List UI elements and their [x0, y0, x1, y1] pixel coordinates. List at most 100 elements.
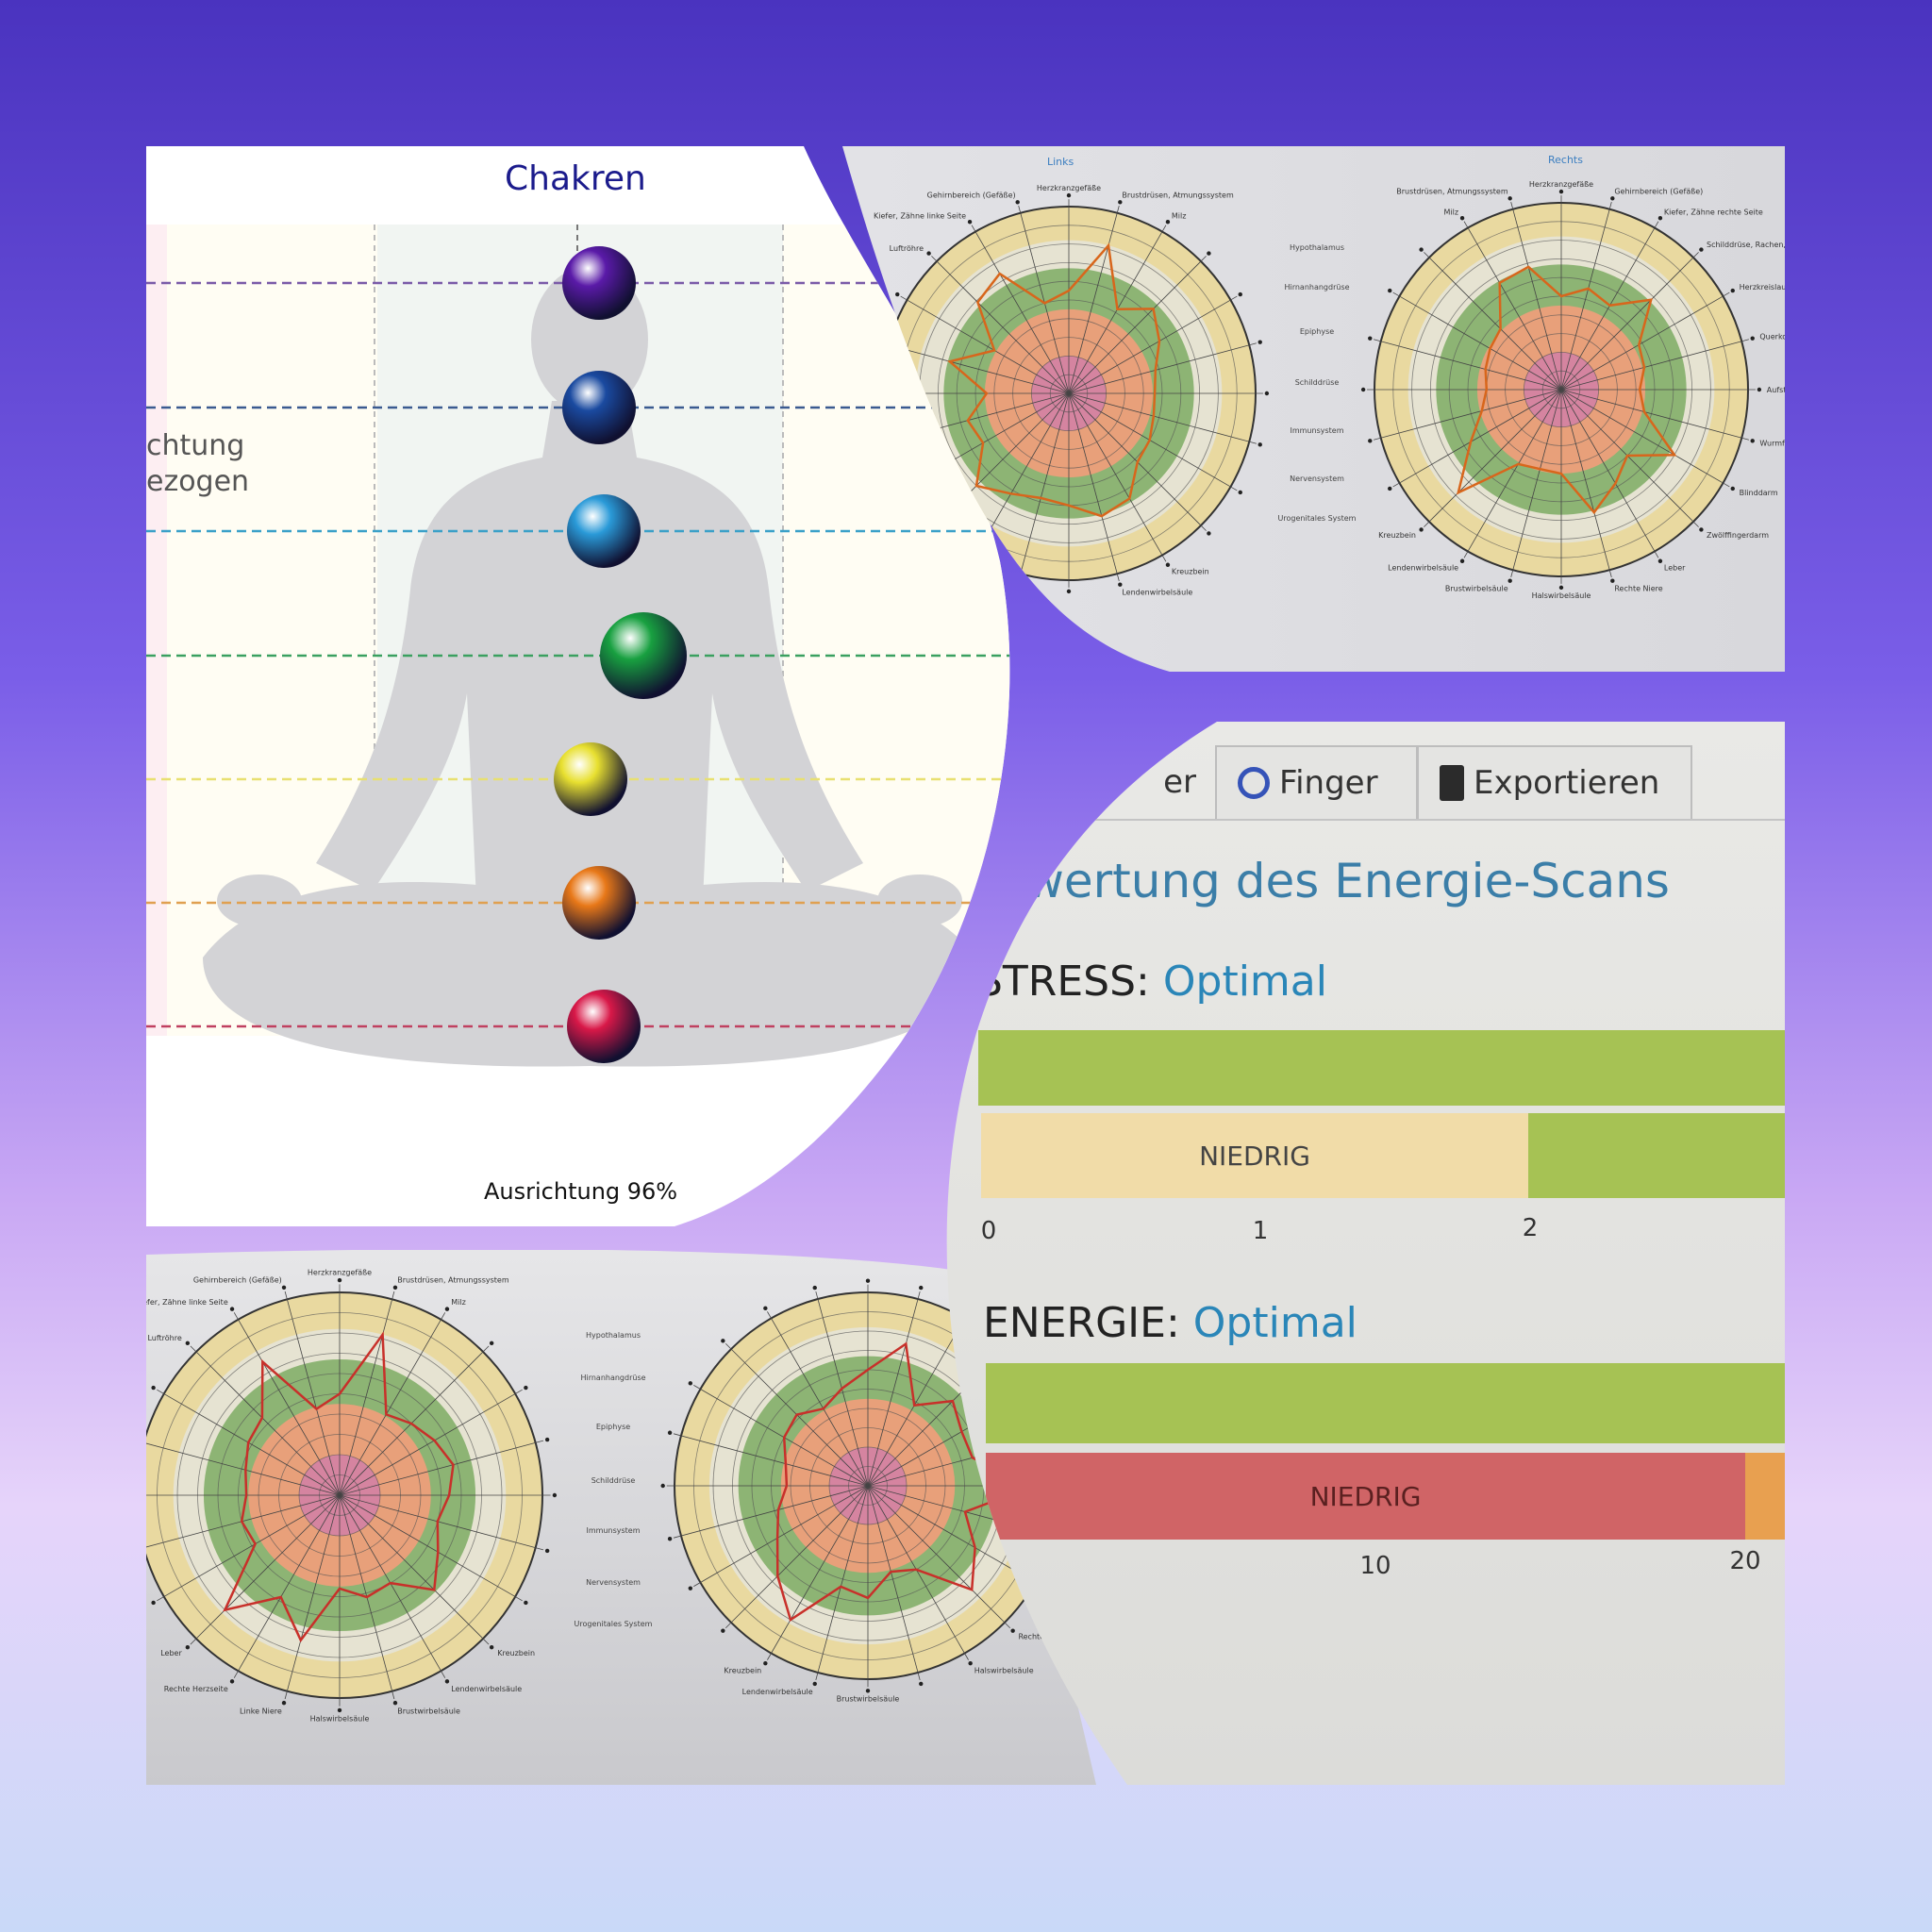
alignment-label: Ausrichtung 96% — [484, 1178, 678, 1205]
bottom-left-axis-dot — [490, 1341, 493, 1345]
stress-optimal-bar — [978, 1030, 1785, 1106]
stress-label: STRESS: — [976, 958, 1150, 1006]
chakra-sphere — [600, 612, 687, 699]
top-left-spoke — [901, 296, 1069, 393]
top-left-spoke — [1069, 256, 1207, 393]
bottom-left-spoke — [340, 1346, 489, 1495]
top-left-spoke — [931, 256, 1069, 393]
top-left-axis-dot — [895, 292, 899, 296]
bottom-left-axis-dot — [230, 1679, 234, 1683]
bottom-left-spoke — [191, 1346, 340, 1495]
bottom-left-axis-dot — [186, 1341, 190, 1345]
top-right-axis-dot — [1731, 289, 1735, 292]
tab-exportieren-label: Exportieren — [1474, 764, 1660, 802]
bottom-left-profile-line — [225, 1335, 453, 1641]
top-right-spoke — [1393, 292, 1561, 390]
top-organ-label: Urogenitales System — [1278, 514, 1357, 523]
bottom-left-axis-dot — [524, 1386, 527, 1390]
bottom-organ-label: Hirnanhangdrüse — [580, 1374, 645, 1382]
tab-finger[interactable]: Finger — [1215, 745, 1418, 819]
bottom-right-spoke — [816, 1486, 868, 1680]
bottom-left-axis-dot — [393, 1701, 397, 1705]
top-left-spoke — [972, 225, 1069, 393]
top-left-spoke — [1069, 393, 1257, 443]
plot-band-edge — [146, 225, 167, 1036]
top-right-spoke — [1561, 390, 1611, 577]
bottom-left-axis-dot — [445, 1307, 449, 1310]
chakra-panel: Chakren chtung ezogen Ausrichtung 96% — [146, 146, 1014, 1226]
radar-charts-top: Herzkranzgefäße Brustdrüsen, Atmungssyste… — [842, 146, 1785, 672]
tab-partial[interactable]: er — [1071, 745, 1215, 819]
top-right-axis-dot — [1559, 586, 1563, 590]
top-right-spoke — [1561, 390, 1699, 527]
bottom-left-spoke — [234, 1495, 340, 1678]
bottom-left-axis-dot — [186, 1645, 190, 1649]
top-right-axis-dot — [1419, 527, 1423, 531]
top-organ-label: Schilddrüse — [1295, 378, 1340, 387]
bottom-right-axis-label: Lendenwirbelsäule — [742, 1688, 813, 1696]
top-left-axis-label: Milz — [1172, 211, 1187, 220]
bottom-left-axis-label: Brustwirbelsäule — [397, 1707, 460, 1715]
bottom-left-axis-dot — [151, 1601, 155, 1605]
bottom-right-axis-label: Brustwirbelsäule — [837, 1695, 900, 1704]
top-left-axis-dot — [926, 251, 930, 255]
stress-low-bar: NIEDRIG — [981, 1113, 1528, 1198]
top-right-axis-label: Herzkreislaufsystem — [1740, 283, 1785, 291]
bottom-right-axis-dot — [1010, 1628, 1014, 1632]
top-right-axis-dot — [1368, 439, 1372, 442]
bottom-left-axis-label: Lendenwirbelsäule — [451, 1685, 522, 1693]
bottom-left-axis-dot — [230, 1307, 234, 1310]
bottom-right-axis-dot — [763, 1307, 767, 1310]
top-left-axis-dot — [1015, 583, 1019, 587]
bottom-left-spoke — [340, 1495, 445, 1678]
bottom-left-spoke — [340, 1312, 445, 1495]
bottom-left-spoke — [340, 1495, 489, 1644]
chakra-sphere — [567, 494, 641, 568]
top-left-spoke — [1019, 206, 1069, 393]
top-right-spoke — [1464, 390, 1561, 558]
top-left-axis-dot — [1015, 200, 1019, 204]
top-left-spoke — [881, 343, 1069, 393]
energie-status: Optimal — [1192, 1299, 1357, 1347]
top-right-axis-label: Halswirbelsäule — [1532, 591, 1591, 600]
side-text-line1: chtung — [146, 429, 245, 462]
bottom-left-axis-label: Kreuzbein — [497, 1649, 535, 1657]
top-right-spoke — [1561, 252, 1699, 390]
top-left-axis-dot — [1207, 251, 1210, 255]
top-right-axis-dot — [1757, 388, 1761, 391]
export-file-icon — [1440, 765, 1464, 801]
bottom-right-axis-dot — [813, 1682, 817, 1686]
chakra-title: Chakren — [505, 159, 646, 198]
bottom-left-axis-dot — [282, 1701, 286, 1705]
top-right-axis-dot — [1388, 487, 1391, 491]
bottom-right-axis-dot — [968, 1661, 972, 1665]
bottom-left-axis-dot — [553, 1493, 557, 1497]
top-right-axis-label: Brustdrüsen, Atmungssystem — [1396, 188, 1508, 196]
top-right-axis-dot — [1559, 190, 1563, 193]
bottom-left-axis-label: Gehirnbereich (Gefäße) — [193, 1276, 282, 1285]
bottom-left-axis-label: Leber — [160, 1649, 182, 1657]
bottom-left-spoke — [285, 1495, 340, 1699]
top-right-axis-label: Zwölffingerdarm — [1707, 531, 1769, 540]
top-organ-label: Hirnanhangdrüse — [1284, 283, 1349, 291]
top-left-axis-dot — [968, 220, 972, 224]
top-right-axis-label: Milz — [1444, 208, 1459, 216]
stress-tick: 0 — [980, 1217, 997, 1245]
tab-bar-divider — [920, 819, 1785, 821]
bottom-left-axis-label: Kiefer, Zähne linke Seite — [146, 1298, 228, 1307]
energie-row: ENERGIE: Optimal — [983, 1299, 1357, 1347]
stress-tick: 1 — [1252, 1217, 1269, 1245]
top-left-axis-label: Brustdrüsen, Atmungssystem — [1122, 192, 1234, 200]
bottom-left-spoke — [340, 1441, 543, 1495]
stress-tick: 2 — [1522, 1214, 1539, 1242]
chakra-sphere — [562, 866, 636, 940]
bottom-left-spoke — [340, 1495, 523, 1601]
bottom-left-spoke — [340, 1495, 543, 1550]
bottom-right-axis-dot — [919, 1682, 923, 1686]
tab-exportieren[interactable]: Exportieren — [1417, 745, 1692, 819]
top-left-spoke — [1069, 343, 1257, 393]
bottom-left-spoke — [146, 1441, 340, 1495]
side-text-line2: ezogen — [146, 465, 250, 498]
bottom-left-axis-label: Halswirbelsäule — [310, 1715, 370, 1724]
